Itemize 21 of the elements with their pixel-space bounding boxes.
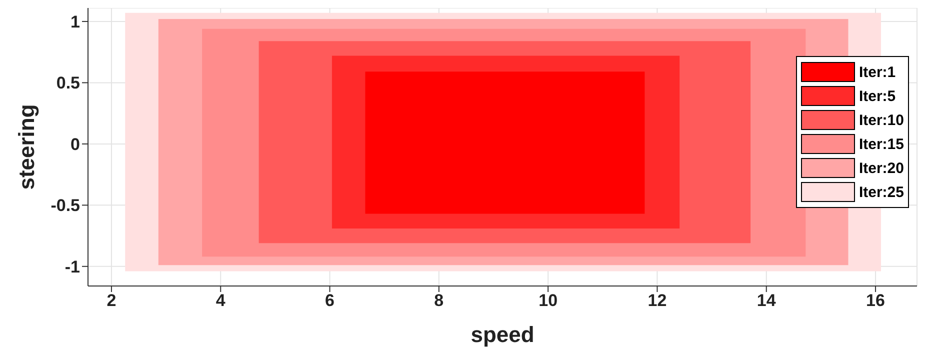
y-tick-label: -1	[64, 257, 80, 276]
y-tick-label: 0	[70, 134, 80, 154]
x-tick-label: 16	[866, 291, 885, 310]
legend-label: Iter:1	[858, 64, 896, 80]
x-tick-label: 8	[434, 291, 444, 310]
legend-label: Iter:15	[858, 136, 904, 152]
y-tick-label: 1	[70, 12, 80, 32]
x-tick-label: 4	[216, 291, 226, 310]
x-tick-label: 10	[538, 291, 558, 310]
legend-label: Iter:5	[858, 88, 896, 104]
x-tick-label: 12	[648, 291, 667, 310]
y-tick-label: 0.5	[56, 74, 80, 93]
x-tick-label: 14	[756, 291, 776, 310]
x-tick-label: 2	[106, 291, 116, 310]
legend-label: Iter:25	[858, 184, 904, 200]
x-tick-label: 6	[325, 291, 335, 310]
y-axis-title: steering	[14, 104, 39, 190]
legend-label: Iter:10	[858, 112, 904, 128]
x-axis-title: speed	[470, 322, 534, 347]
legend-label: Iter:20	[858, 160, 904, 176]
y-tick-label: -0.5	[50, 196, 80, 216]
